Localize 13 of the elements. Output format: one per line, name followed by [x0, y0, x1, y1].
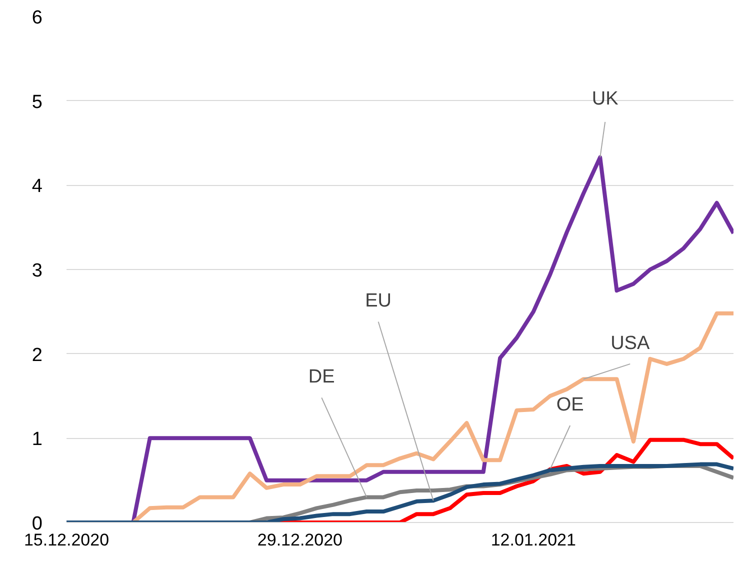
text: OE — [556, 394, 584, 416]
y-tick-label: 6 — [32, 8, 43, 28]
text: EU — [365, 290, 392, 312]
y-tick-label: 5 — [32, 92, 43, 113]
y-tick-label: 2 — [32, 344, 43, 366]
text: UK — [592, 88, 619, 110]
x-tick-label: 12.01.2021 — [490, 530, 576, 550]
y-tick-label: 4 — [32, 176, 43, 198]
x-tick-label: 29.12.2020 — [257, 530, 342, 550]
y-tick-label: 3 — [32, 260, 43, 282]
y-tick-label: 1 — [32, 429, 43, 450]
text: DE — [308, 366, 335, 388]
series-label: USA — [610, 332, 650, 354]
